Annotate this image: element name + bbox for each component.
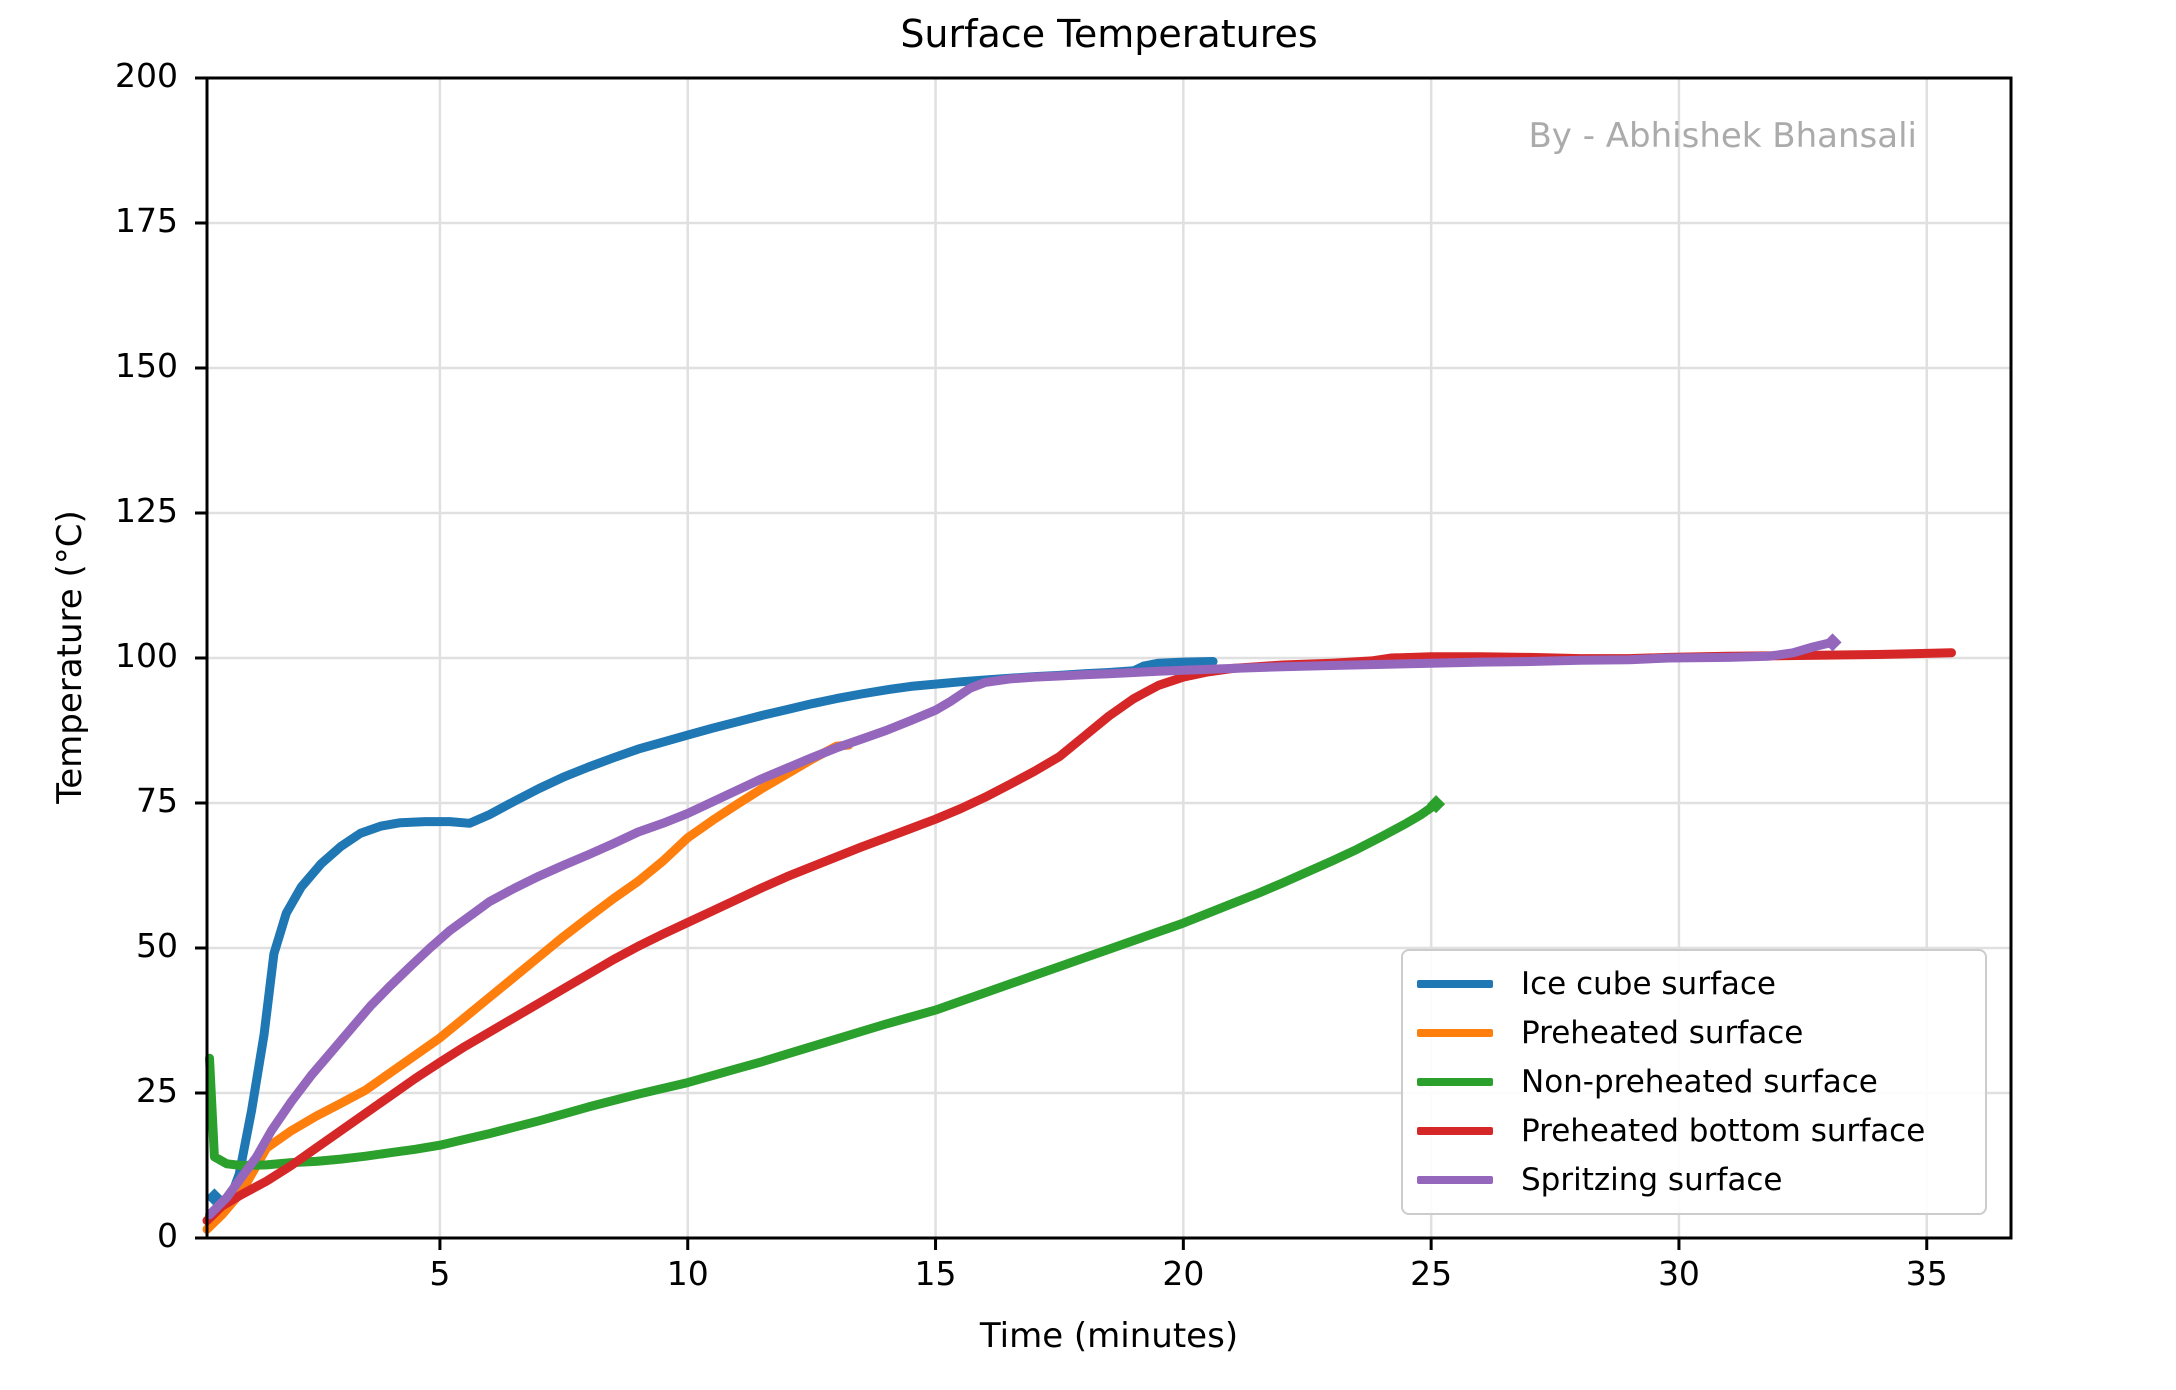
axes-frame <box>205 76 2013 1240</box>
y-tick-label-175: 175 <box>115 201 178 240</box>
series-marker-end-non-preheated-surface <box>1427 795 1446 814</box>
legend-item-label: Preheated surface <box>1521 1014 1804 1051</box>
series-lines <box>202 633 1956 1234</box>
legend-item-label: Preheated bottom surface <box>1521 1113 1926 1150</box>
legend-item-label: Spritzing surface <box>1521 1162 1783 1199</box>
y-tick-label-125: 125 <box>115 491 178 530</box>
y-tick-label-50: 50 <box>136 926 178 965</box>
y-tick-label-0: 0 <box>157 1216 178 1255</box>
y-tick-label-100: 100 <box>115 636 178 675</box>
legend-line-sample-icon <box>1417 979 1493 988</box>
x-tick-label-35: 35 <box>1905 1254 1948 1293</box>
series-line-spritzing-surface <box>205 637 1838 1220</box>
legend-line-sample-icon <box>1417 1127 1493 1136</box>
series-line-non-preheated-surface <box>205 799 1441 1170</box>
axis-ticks <box>195 76 1929 1250</box>
series-marker-end-spritzing-surface <box>1823 633 1842 652</box>
x-tick-label-30: 30 <box>1657 1254 1700 1293</box>
y-tick-label-150: 150 <box>115 346 178 385</box>
x-tick-label-20: 20 <box>1162 1254 1205 1293</box>
series-line-ice-cube-surface <box>209 657 1218 1213</box>
x-tick-label-25: 25 <box>1410 1254 1453 1293</box>
y-tick-label-200: 200 <box>115 56 178 95</box>
x-tick-label-10: 10 <box>666 1254 709 1293</box>
watermark-text: By - Abhishek Bhansali <box>1528 116 1917 156</box>
chart-title: Surface Temperatures <box>900 12 1318 56</box>
legend-item-preheated-surface: Preheated surface <box>1417 1015 1985 1051</box>
legend-line-sample-icon <box>1417 1077 1493 1086</box>
y-tick-label-25: 25 <box>136 1071 178 1110</box>
legend-item-label: Non-preheated surface <box>1521 1063 1878 1100</box>
legend-box: Ice cube surface Preheated surface Non-p… <box>1401 949 1987 1215</box>
series-line-preheated-bottom-surface <box>202 648 1956 1226</box>
legend-item-label: Ice cube surface <box>1521 965 1776 1002</box>
x-tick-label-15: 15 <box>914 1254 957 1293</box>
legend-item-ice-cube-surface: Ice cube surface <box>1417 966 1985 1002</box>
y-tick-label-75: 75 <box>136 781 178 820</box>
x-tick-label-5: 5 <box>429 1254 451 1293</box>
legend-line-sample-icon <box>1417 1028 1493 1037</box>
legend-line-sample-icon <box>1417 1176 1493 1185</box>
x-axis-label: Time (minutes) <box>979 1316 1239 1356</box>
legend-item-spritzing-surface: Spritzing surface <box>1417 1162 1985 1198</box>
legend-item-non-preheated-surface: Non-preheated surface <box>1417 1064 1985 1100</box>
legend-item-preheated-bottom-surface: Preheated bottom surface <box>1417 1113 1985 1149</box>
axes-spines <box>205 76 2013 1240</box>
series-line-preheated-surface <box>202 740 854 1234</box>
